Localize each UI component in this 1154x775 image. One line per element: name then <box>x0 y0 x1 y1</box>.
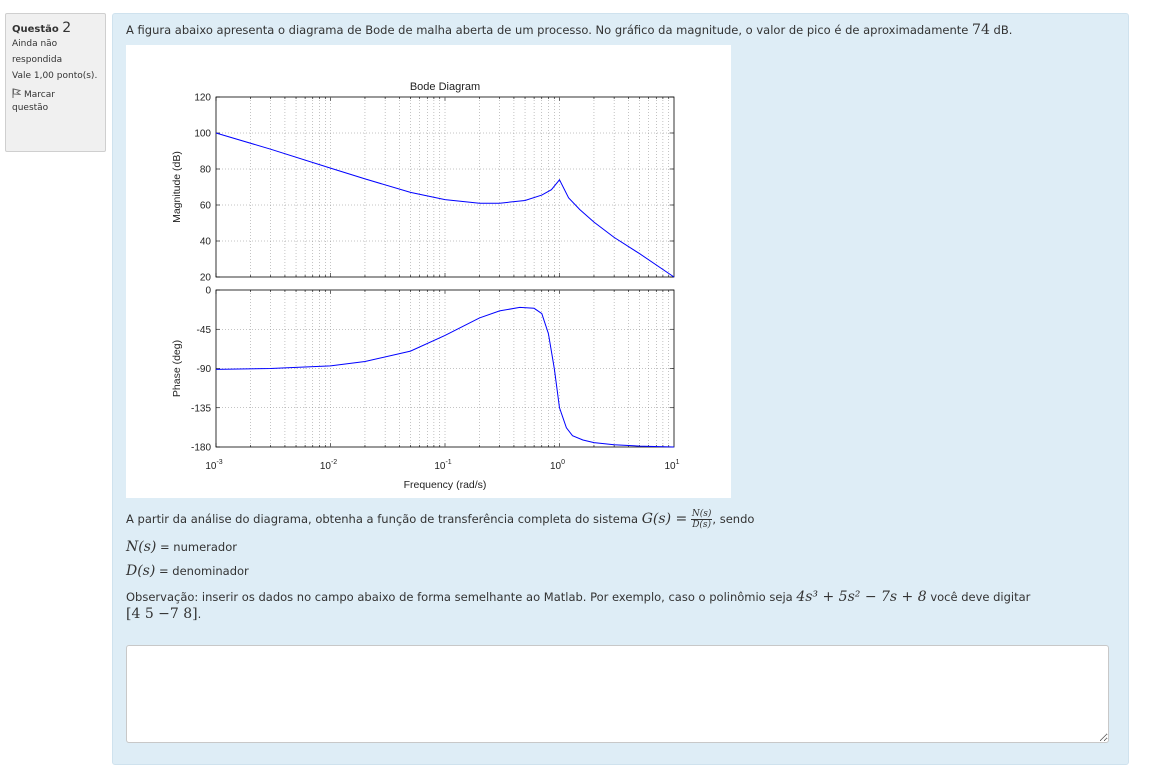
xtick-exponent: -2 <box>331 459 337 466</box>
xtick-label: 100 <box>550 459 565 472</box>
observation-text: Observação: inserir os dados no campo ab… <box>126 590 793 604</box>
fraction-numerator: N(s) <box>690 509 713 520</box>
intro-text: A figura abaixo apresenta o diagrama de … <box>126 23 969 37</box>
xtick-label: 10-3 <box>205 459 222 472</box>
sendo-text: , sendo <box>712 512 755 526</box>
question-label: Questão <box>12 24 59 35</box>
N-symbol: N(s) <box>126 539 157 555</box>
question-points: Vale 1,00 ponto(s). <box>12 71 98 81</box>
answer-input[interactable] <box>126 645 1109 743</box>
D-symbol: D(s) <box>126 563 156 579</box>
phase-ytick-label: 0 <box>205 286 211 297</box>
magnitude-series-line <box>215 132 675 278</box>
x-axis-label: Frequency (rad/s) <box>404 479 487 491</box>
N-meaning: = numerador <box>156 540 237 554</box>
transfer-function-lhs: G(s) = <box>641 511 688 527</box>
status-line-1: Ainda não <box>12 39 58 49</box>
bode-diagram-svg: 120 100 80 60 40 20 Magnitude (dB) 0 -45 -90 -135 -… <box>171 81 680 491</box>
flag-question-link[interactable]: Marcar questão <box>12 88 99 115</box>
polynomial-example: 4s³ + 5s² − 7s + 8 <box>796 589 927 605</box>
phase-ytick-label: -135 <box>191 403 211 414</box>
xtick-exponent: 1 <box>676 459 680 466</box>
question-status: Ainda não respondida <box>12 36 99 68</box>
question-intro: A figura abaixo apresenta o diagrama de … <box>126 22 1012 38</box>
phase-ytick-label: -45 <box>197 325 212 336</box>
question-info-panel: Questão 2 Ainda não respondida Vale 1,00… <box>5 13 106 152</box>
phase-ylabel: Phase (deg) <box>171 340 183 397</box>
magnitude-ytick-label: 120 <box>194 93 211 104</box>
numerator-definition: N(s) = numerador <box>126 539 237 555</box>
magnitude-ylabel: Magnitude (dB) <box>171 151 183 223</box>
matlab-example: [4 5 −7 8] <box>126 606 198 622</box>
xtick-label: 10-2 <box>320 459 337 472</box>
question-number-value: 2 <box>62 20 72 36</box>
xtick-exponent: -3 <box>216 459 222 466</box>
D-meaning: = denominador <box>155 564 249 578</box>
xtick-label: 101 <box>664 459 679 472</box>
magnitude-ytick-label: 80 <box>200 165 212 176</box>
magnitude-ytick-label: 100 <box>194 129 211 140</box>
peak-value: 74 <box>972 22 990 38</box>
phase-ytick-label: -180 <box>191 443 211 454</box>
xtick-exponent: 0 <box>561 459 565 466</box>
matlab-example-period: . <box>197 607 202 621</box>
question-number: Questão 2 <box>12 20 99 36</box>
flag-icon <box>12 88 21 98</box>
status-line-2: respondida <box>12 55 63 65</box>
observation-paragraph: Observação: inserir os dados no campo ab… <box>126 589 1030 605</box>
flag-label-2[interactable]: questão <box>12 103 49 113</box>
flag-label-1[interactable]: Marcar <box>24 90 55 100</box>
phase-ytick-label: -90 <box>197 364 212 375</box>
phase-series-line <box>215 306 675 448</box>
magnitude-ytick-label: 40 <box>200 237 212 248</box>
bode-diagram-figure: 120 100 80 60 40 20 Magnitude (dB) 0 -45 -90 -135 -… <box>126 45 731 498</box>
peak-unit: dB. <box>993 23 1013 37</box>
xtick-exponent: -1 <box>445 459 451 466</box>
analysis-text: A partir da análise do diagrama, obtenha… <box>126 512 639 526</box>
magnitude-ytick-label: 60 <box>200 201 212 212</box>
magnitude-ytick-label: 20 <box>200 273 212 284</box>
transfer-function-fraction: N(s) D(s) <box>690 509 713 530</box>
chart-title: Bode Diagram <box>410 81 480 93</box>
analysis-paragraph: A partir da análise do diagrama, obtenha… <box>126 509 754 530</box>
observation-end-text: você deve digitar <box>930 590 1031 604</box>
xtick-label: 10-1 <box>434 459 451 472</box>
fraction-denominator: D(s) <box>692 520 712 530</box>
matlab-example-line: [4 5 −7 8]. <box>126 606 201 622</box>
denominator-definition: D(s) = denominador <box>126 563 249 579</box>
